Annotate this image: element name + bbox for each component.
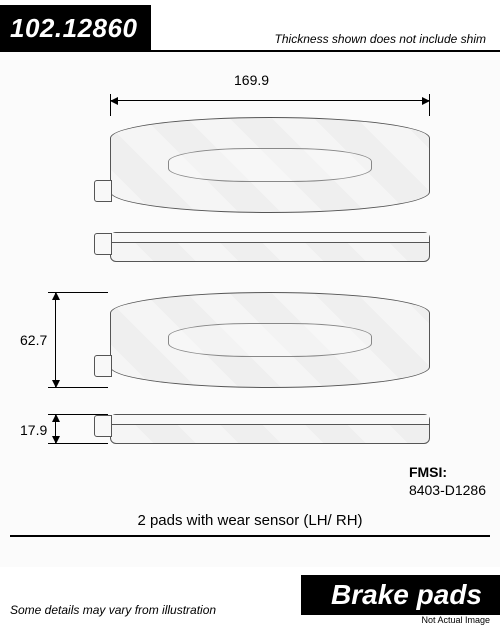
footer: Some details may vary from illustration … [0,567,500,625]
brake-pad-face-top [110,117,430,213]
wear-sensor [94,415,112,437]
footer-title: Brake pads [301,575,500,615]
wear-sensor [94,180,112,202]
ext-line [48,443,108,444]
dim-thickness-label: 17.9 [20,422,47,438]
brake-pad-side-bottom [110,414,430,444]
thickness-note: Thickness shown does not include shim [151,0,500,52]
dim-width-label: 169.9 [234,72,269,88]
brake-pad-face-bottom [110,292,430,388]
ext-line [48,387,108,388]
dim-height-arrow [55,292,56,388]
ext-line [48,292,108,293]
ext-line [429,94,430,116]
wear-sensor [94,355,112,377]
footer-disclaimer: Some details may vary from illustration [0,603,301,625]
wear-sensor [94,233,112,255]
backing-plate [111,415,429,425]
diagram: 169.9 62.7 17.9 FMSI: 8403-D1286 2 pads … [0,52,500,567]
dim-thickness-arrow [55,414,56,444]
dim-width-arrow [110,100,430,101]
ext-line [48,414,108,415]
fmsi-block: FMSI: 8403-D1286 [409,464,486,499]
not-actual-note: Not Actual Image [301,615,500,625]
fmsi-label: FMSI: [409,464,447,480]
backing-plate [111,233,429,243]
part-number: 102.12860 [0,5,151,52]
description-line: 2 pads with wear sensor (LH/ RH) [10,512,490,537]
brake-pad-side-top [110,232,430,262]
ext-line [110,94,111,116]
fmsi-code: 8403-D1286 [409,482,486,500]
dim-height-label: 62.7 [20,332,47,348]
